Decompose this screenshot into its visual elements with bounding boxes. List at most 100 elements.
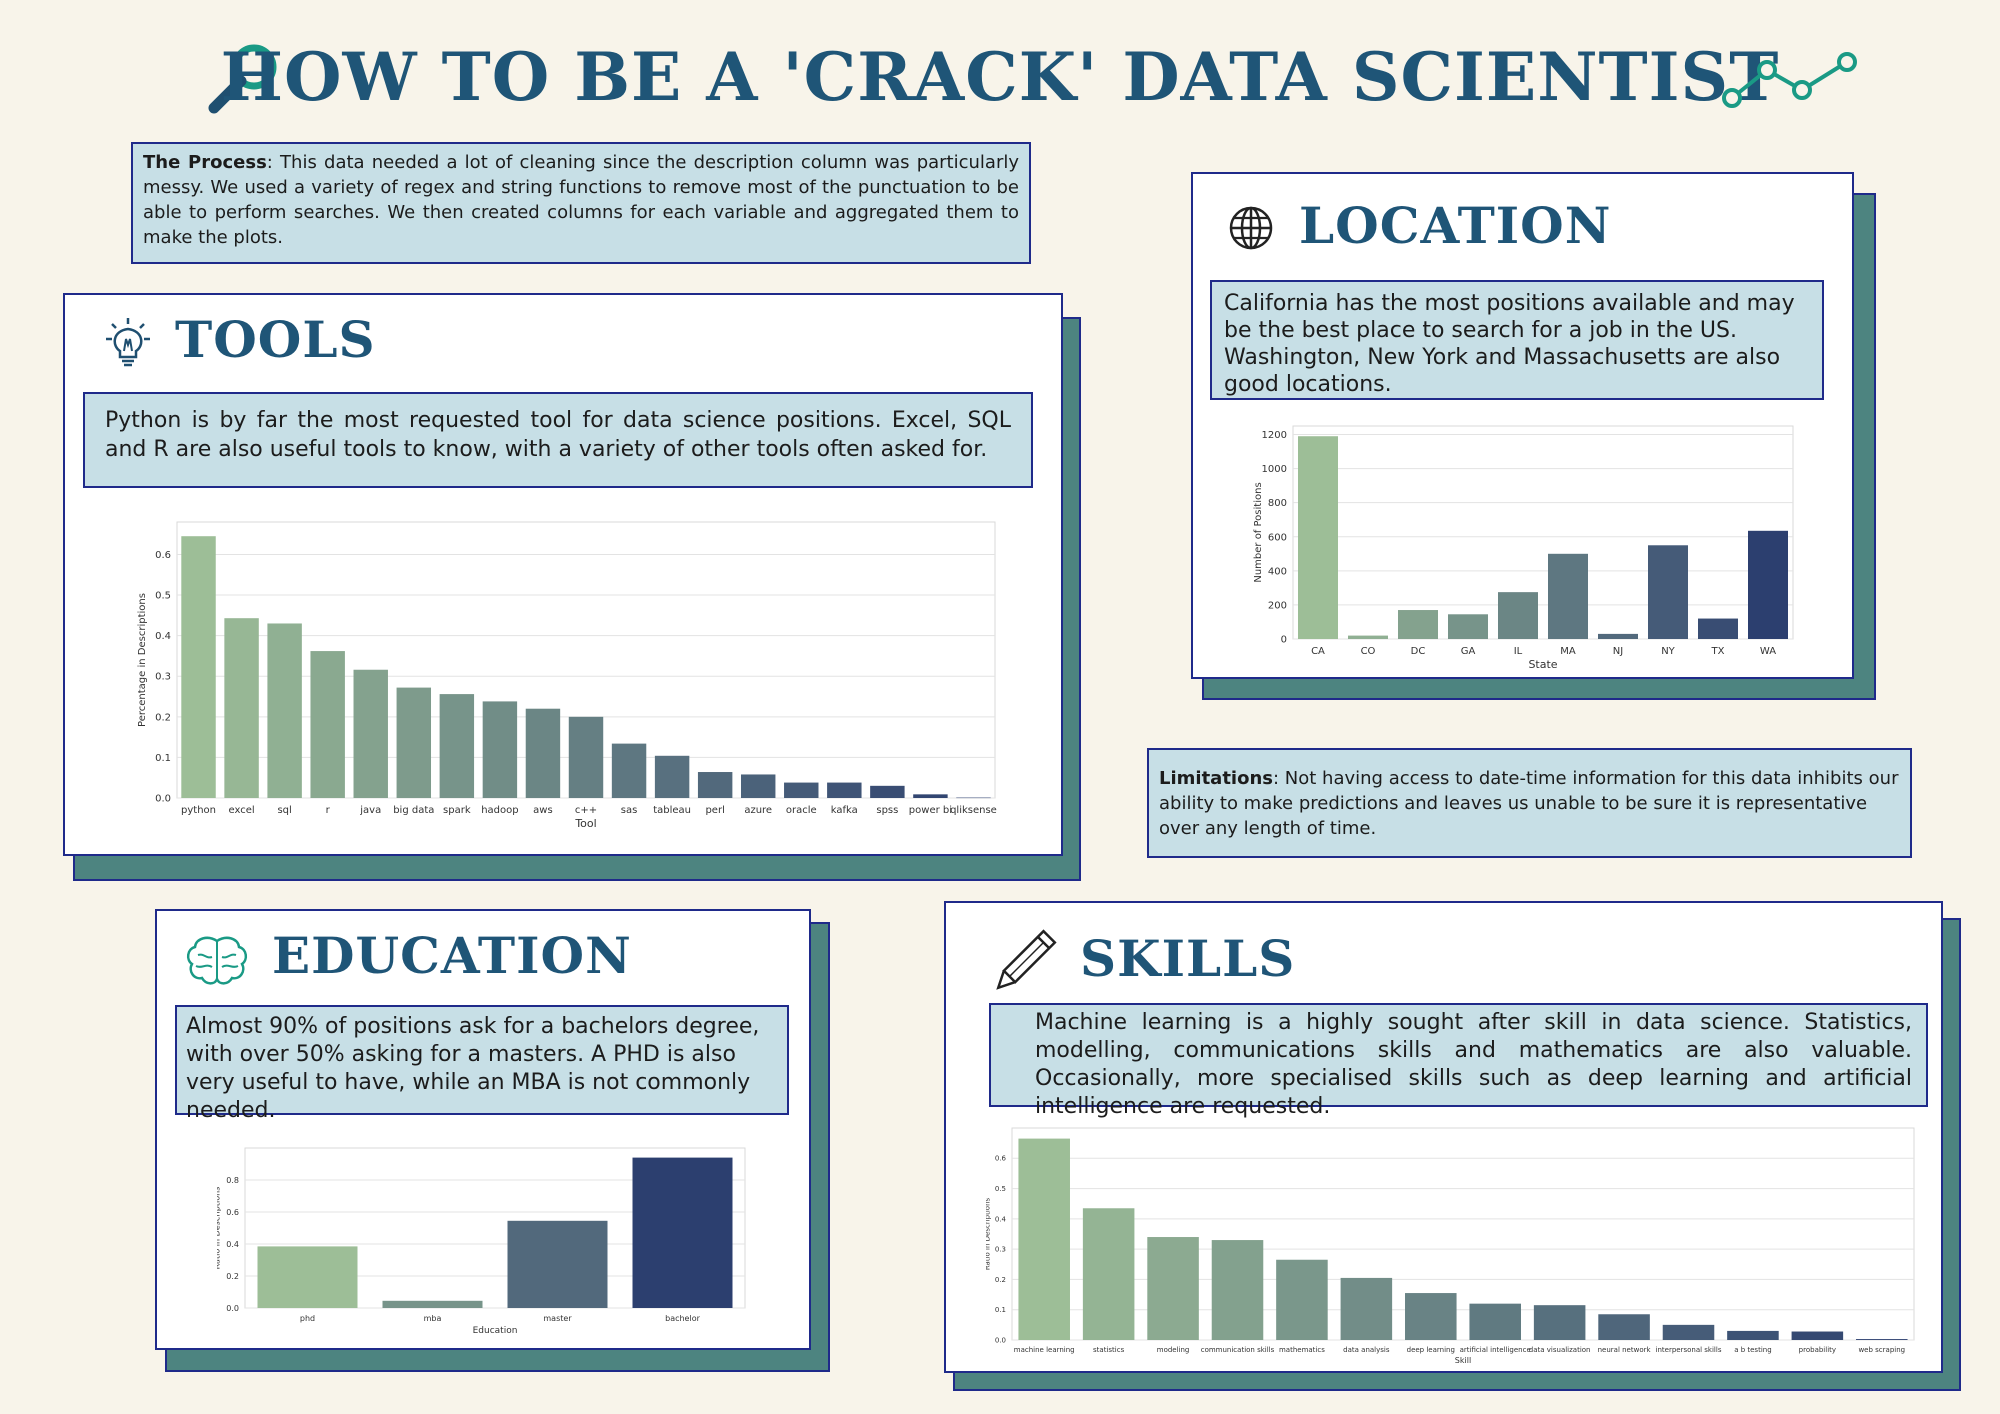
skills-title: SKILLS [1080, 929, 1296, 988]
bar-communication-skills [1211, 1240, 1264, 1340]
x-tick-label: statistics [1093, 1346, 1125, 1354]
bar-spark [439, 694, 475, 798]
location-text: California has the most positions availa… [1210, 280, 1824, 400]
plot-area [1292, 425, 1794, 640]
tools-bar-chart: 0.0 0.1 0.2 0.3 0.4 0.5 0.6 python excel sql r java… [137, 521, 997, 830]
x-tick-label: hadoop [481, 805, 518, 816]
y-tick-label: 0.0 [995, 1336, 1006, 1344]
bar-data-analysis [1340, 1277, 1393, 1340]
bar-power-bi [913, 794, 948, 798]
skills-card: SKILLS Machine learning is a highly soug… [944, 901, 1943, 1373]
education-text-content: Almost 90% of positions ask for a bachel… [186, 1014, 760, 1123]
bar-oracle [784, 782, 819, 798]
tools-title: TOOLS [175, 310, 376, 369]
x-tick-label: IL [1514, 646, 1523, 657]
x-tick-label: NJ [1613, 646, 1623, 657]
bar-web-scraping [1856, 1339, 1908, 1340]
education-text: Almost 90% of positions ask for a bachel… [175, 1005, 789, 1123]
x-tick-label: modeling [1157, 1346, 1190, 1354]
x-tick-label: power bi [909, 805, 952, 816]
y-tick-label: 0.4 [995, 1215, 1007, 1223]
x-tick-label: mathematics [1279, 1346, 1325, 1354]
bar-modeling [1147, 1237, 1199, 1340]
x-axis-label: Tool [574, 817, 596, 830]
tools-card: TOOLS Python is by far the most requeste… [63, 293, 1063, 856]
page-title: HOW TO BE A 'CRACK' DATA SCIENTIST [220, 38, 1780, 116]
bar-deep-learning [1405, 1293, 1457, 1340]
education-title: EDUCATION [272, 926, 632, 985]
bar-machine-learning [1018, 1138, 1070, 1340]
y-tick-label: 1000 [1262, 464, 1287, 475]
x-tick-label: deep learning [1407, 1346, 1455, 1354]
magnifying-glass-icon [206, 40, 286, 124]
y-tick-label: 0.6 [226, 1208, 239, 1217]
x-axis-label: Education [473, 1326, 518, 1336]
bar-tableau [654, 755, 690, 798]
x-tick-label: bachelor [665, 1314, 700, 1323]
y-tick-label: 1200 [1262, 430, 1287, 441]
y-tick-label: 0.2 [995, 1276, 1006, 1284]
bar-mathematics [1276, 1259, 1328, 1340]
y-tick-label: 0.2 [155, 712, 171, 723]
x-tick-label: qliksense [950, 805, 997, 816]
y-tick-label: 600 [1268, 532, 1287, 543]
x-tick-label: oracle [786, 805, 817, 816]
bar-hadoop [482, 701, 518, 798]
x-tick-label: data analysis [1343, 1346, 1390, 1354]
x-axis-label: Skill [1455, 1356, 1471, 1365]
bar-spss [870, 785, 905, 798]
education-bar-chart: 0.0 0.2 0.4 0.6 0.8 phd mba master bachelor Educa… [217, 1147, 746, 1336]
location-bar-chart: 0 200 400 600 800 1000 1200 CA CO DC GA IL MA NJ NY TX W… [1253, 425, 1794, 671]
bar-il [1498, 592, 1538, 639]
x-tick-label: kafka [831, 805, 858, 816]
x-tick-label: TX [1711, 646, 1725, 657]
location-card: LOCATION California has the most positio… [1191, 172, 1854, 679]
x-tick-label: c++ [575, 805, 597, 816]
bar-bachelor [632, 1157, 733, 1308]
x-tick-label: CA [1311, 646, 1325, 657]
bar-statistics [1082, 1208, 1135, 1340]
brain-icon [184, 933, 250, 993]
y-tick-label: 0.0 [155, 794, 171, 805]
x-tick-label: excel [229, 805, 255, 816]
y-tick-label: 200 [1268, 600, 1287, 611]
tools-text: Python is by far the most requested tool… [83, 392, 1033, 488]
x-tick-label: big data [393, 805, 434, 816]
x-tick-label: spss [876, 805, 898, 816]
limitations-text: : Not having access to date-time informa… [1159, 768, 1899, 839]
x-tick-label: MA [1560, 646, 1576, 657]
bar-java [353, 669, 388, 798]
bar-python [181, 536, 216, 798]
bar-wa [1748, 530, 1788, 639]
y-tick-label: 0.5 [155, 591, 171, 602]
x-tick-label: phd [300, 1314, 315, 1323]
x-tick-label: machine learning [1014, 1346, 1075, 1354]
y-tick-label: 400 [1268, 566, 1287, 577]
lightbulb-icon [100, 315, 156, 375]
limitations-note: Limitations: Not having access to date-t… [1147, 748, 1912, 858]
trend-line-icon [1720, 50, 1860, 114]
bar-data-visualization [1533, 1305, 1586, 1340]
bar-interpersonal-skills [1662, 1324, 1715, 1340]
education-card: EDUCATION Almost 90% of positions ask fo… [155, 909, 811, 1350]
y-tick-label: 0.0 [226, 1304, 239, 1313]
y-tick-label: 0 [1281, 635, 1287, 646]
bar-co [1348, 635, 1388, 639]
x-tick-label: probability [1799, 1346, 1836, 1354]
x-tick-label: GA [1461, 646, 1476, 657]
process-label: The Process [143, 152, 267, 173]
x-tick-label: sql [277, 805, 291, 816]
skills-text: Machine learning is a highly sought afte… [989, 1003, 1928, 1119]
x-tick-label: sas [621, 805, 638, 816]
location-text-content: California has the most positions availa… [1224, 291, 1795, 397]
location-title: LOCATION [1299, 196, 1612, 255]
x-tick-label: mba [424, 1314, 442, 1323]
y-axis-label: Ratio in Descriptions [986, 1197, 992, 1270]
bar-perl [697, 772, 733, 798]
x-tick-label: web scraping [1858, 1346, 1905, 1354]
x-tick-label: aws [533, 805, 553, 816]
x-tick-label: interpersonal skills [1656, 1346, 1722, 1354]
bar-excel [224, 618, 259, 798]
y-axis-label: Number of Positions [1253, 482, 1264, 582]
bar-ca [1298, 436, 1338, 639]
